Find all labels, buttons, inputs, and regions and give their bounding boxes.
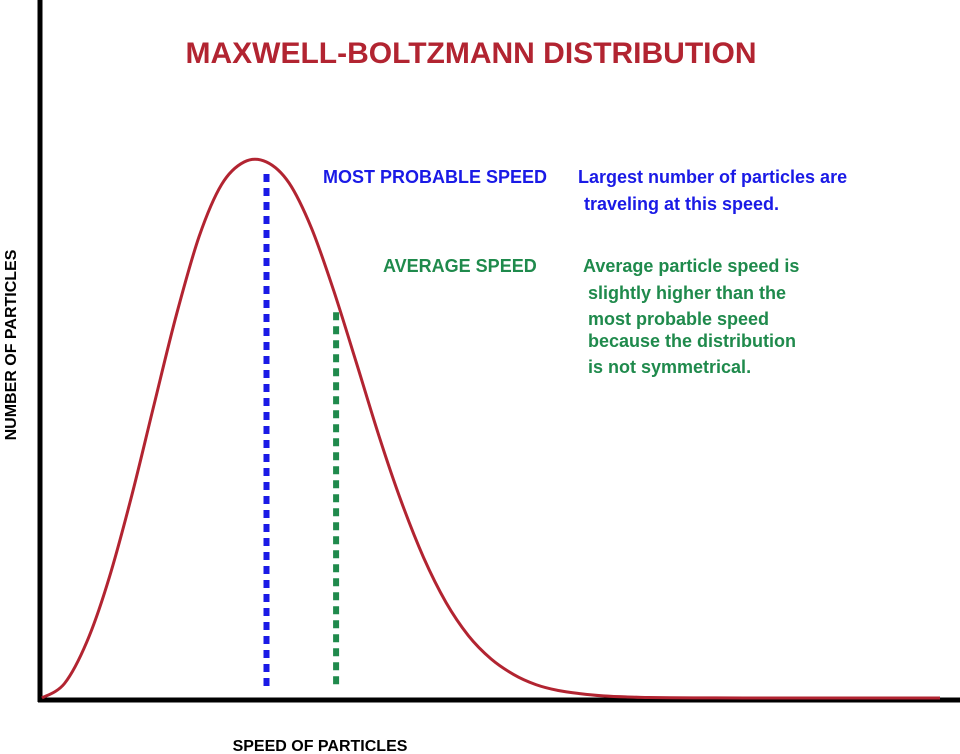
average-speed-description: Average particle speed is slightly highe…: [583, 256, 804, 377]
average-description-line: because the distribution: [588, 331, 796, 351]
most-probable-speed-label: MOST PROBABLE SPEED: [323, 167, 547, 187]
distribution-curve: [41, 157, 940, 700]
y-axis-label: NUMBER OF PARTICLES: [3, 249, 20, 440]
most-probable-description-line: Largest number of particles are: [578, 167, 847, 187]
average-description-line: most probable speed: [588, 309, 769, 329]
x-axis-label: SPEED OF PARTICLES: [233, 738, 408, 754]
most-probable-speed-description: Largest number of particles are travelin…: [578, 167, 852, 214]
average-description-line: slightly higher than the: [588, 283, 786, 303]
most-probable-description-line: traveling at this speed.: [584, 194, 779, 214]
average-speed-label: AVERAGE SPEED: [383, 256, 537, 276]
average-description-line: is not symmetrical.: [588, 357, 751, 377]
chart-title: MAXWELL-BOLTZMANN DISTRIBUTION: [185, 37, 756, 70]
average-description-line: Average particle speed is: [583, 256, 799, 276]
